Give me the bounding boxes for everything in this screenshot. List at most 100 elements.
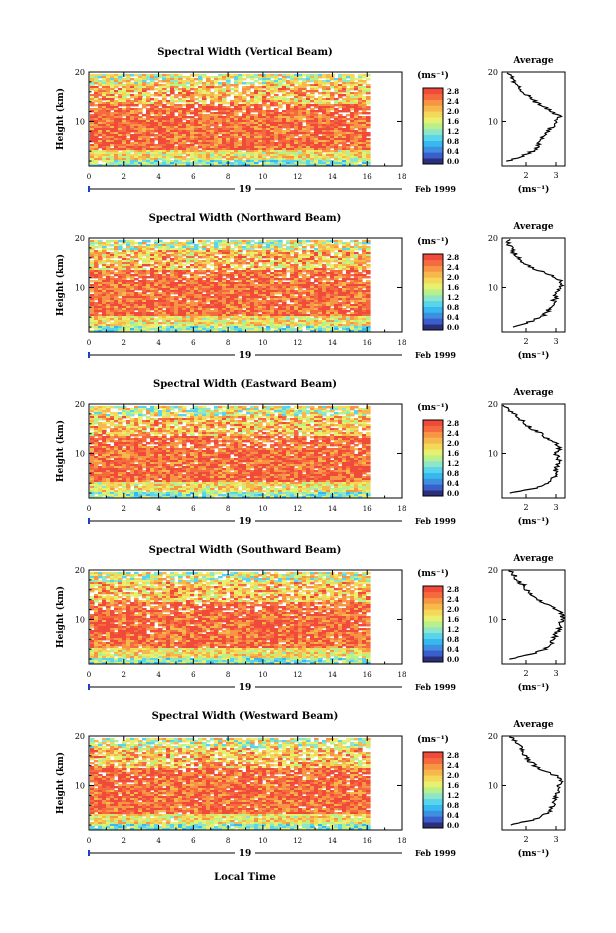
heatmap-cell [166, 270, 171, 272]
x-tick-label: 18 [398, 173, 407, 181]
colorbar-swatch [423, 141, 443, 147]
heatmap-cell [174, 88, 179, 90]
heatmap-cell [206, 262, 211, 264]
heatmap-cell [290, 102, 295, 104]
heatmap-cell [154, 262, 159, 264]
heatmap-cell [278, 274, 283, 276]
heatmap-cell [242, 92, 247, 94]
heatmap-cell [182, 118, 187, 120]
y-axis-label: Height (km) [55, 88, 66, 150]
heatmap-cell [122, 242, 127, 244]
heatmap-cell [302, 242, 307, 244]
heatmap-cell [234, 278, 239, 280]
heatmap-cell [338, 106, 343, 108]
heatmap-cell [226, 268, 231, 270]
heatmap-cell [134, 104, 139, 106]
heatmap-cell [230, 88, 235, 90]
heatmap-cell [106, 248, 111, 250]
heatmap-cell [166, 94, 171, 96]
heatmap-cell [298, 78, 303, 80]
heatmap-cell [310, 100, 315, 102]
heatmap-cell [202, 76, 207, 78]
date-label: Feb 1999 [415, 184, 456, 194]
heatmap-cell [178, 94, 183, 96]
heatmap-cell [238, 82, 243, 84]
heatmap-cell [298, 244, 303, 246]
heatmap-cell [258, 160, 263, 162]
heatmap-cell [170, 292, 175, 294]
heatmap-cell [302, 292, 307, 294]
heatmap-cell [358, 160, 363, 162]
heatmap-cell [198, 146, 203, 148]
heatmap-cell [222, 84, 227, 86]
heatmap-cell [318, 92, 323, 94]
heatmap-cell [238, 110, 243, 112]
heatmap-cell [122, 74, 127, 76]
heatmap-cell [174, 96, 179, 98]
heatmap-cell [158, 80, 163, 82]
heatmap-cell [290, 260, 295, 262]
heatmap-cell [354, 78, 359, 80]
heatmap-cell [334, 248, 339, 250]
heatmap-cell [274, 104, 279, 106]
heatmap-cell [330, 146, 335, 148]
heatmap-cell [270, 256, 275, 258]
heatmap-cell [238, 266, 243, 268]
heatmap-cell [286, 298, 291, 300]
heatmap-cell [190, 88, 195, 90]
heatmap-cell [142, 106, 147, 108]
heatmap-cell [114, 92, 119, 94]
heatmap-cell [210, 260, 215, 262]
heatmap-cell [358, 112, 363, 114]
heatmap-cell [190, 74, 195, 76]
heatmap-cell [150, 98, 155, 100]
heatmap-cell [146, 88, 151, 90]
heatmap-cell [182, 76, 187, 78]
heatmap-cell [214, 90, 219, 92]
figure: Spectral Width (Vertical Beam)1020Height… [0, 0, 616, 929]
heatmap-cell [278, 300, 283, 302]
heatmap-cell [346, 140, 351, 142]
heatmap-cell [346, 118, 351, 120]
heatmap-cell [282, 244, 287, 246]
heatmap-cell [234, 274, 239, 276]
heatmap-cell [302, 94, 307, 96]
heatmap-cell [194, 114, 199, 116]
heatmap-cell [146, 104, 151, 106]
heatmap-cell [342, 90, 347, 92]
heatmap-cell [234, 246, 239, 248]
heatmap-cells [90, 240, 371, 332]
heatmap-cell [150, 248, 155, 250]
heatmap-cell [126, 94, 131, 96]
heatmap-cell [354, 126, 359, 128]
heatmap-cell [222, 78, 227, 80]
heatmap-cell [98, 262, 103, 264]
heatmap-cell [210, 124, 215, 126]
heatmap-cell [214, 278, 219, 280]
heatmap-cell [226, 276, 231, 278]
colorbar-swatch [423, 158, 443, 164]
heatmap-cell [214, 268, 219, 270]
heatmap-cell [146, 78, 151, 80]
colorbar-tick-label: 0.4 [447, 147, 459, 156]
heatmap-cell [362, 112, 367, 114]
heatmap-cell [206, 96, 211, 98]
heatmap-cell [350, 274, 355, 276]
heatmap-cell [366, 92, 371, 94]
x-tick-label: 16 [363, 173, 372, 181]
heatmap-cell [182, 272, 187, 274]
heatmap-cell [306, 106, 311, 108]
heatmap-cell [98, 246, 103, 248]
x-tick-label: 2 [122, 173, 126, 181]
colorbar-tick-label: 2.4 [447, 97, 459, 106]
heatmap-cell [150, 112, 155, 114]
heatmap-cell [322, 150, 327, 152]
heatmap-cell [318, 86, 323, 88]
heatmap-cell [182, 254, 187, 256]
heatmap-cell [358, 268, 363, 270]
heatmap-cell [330, 86, 335, 88]
heatmap-cell [150, 94, 155, 96]
heatmap-cell [278, 106, 283, 108]
heatmap-cell [254, 280, 259, 282]
heatmap-cell [174, 262, 179, 264]
